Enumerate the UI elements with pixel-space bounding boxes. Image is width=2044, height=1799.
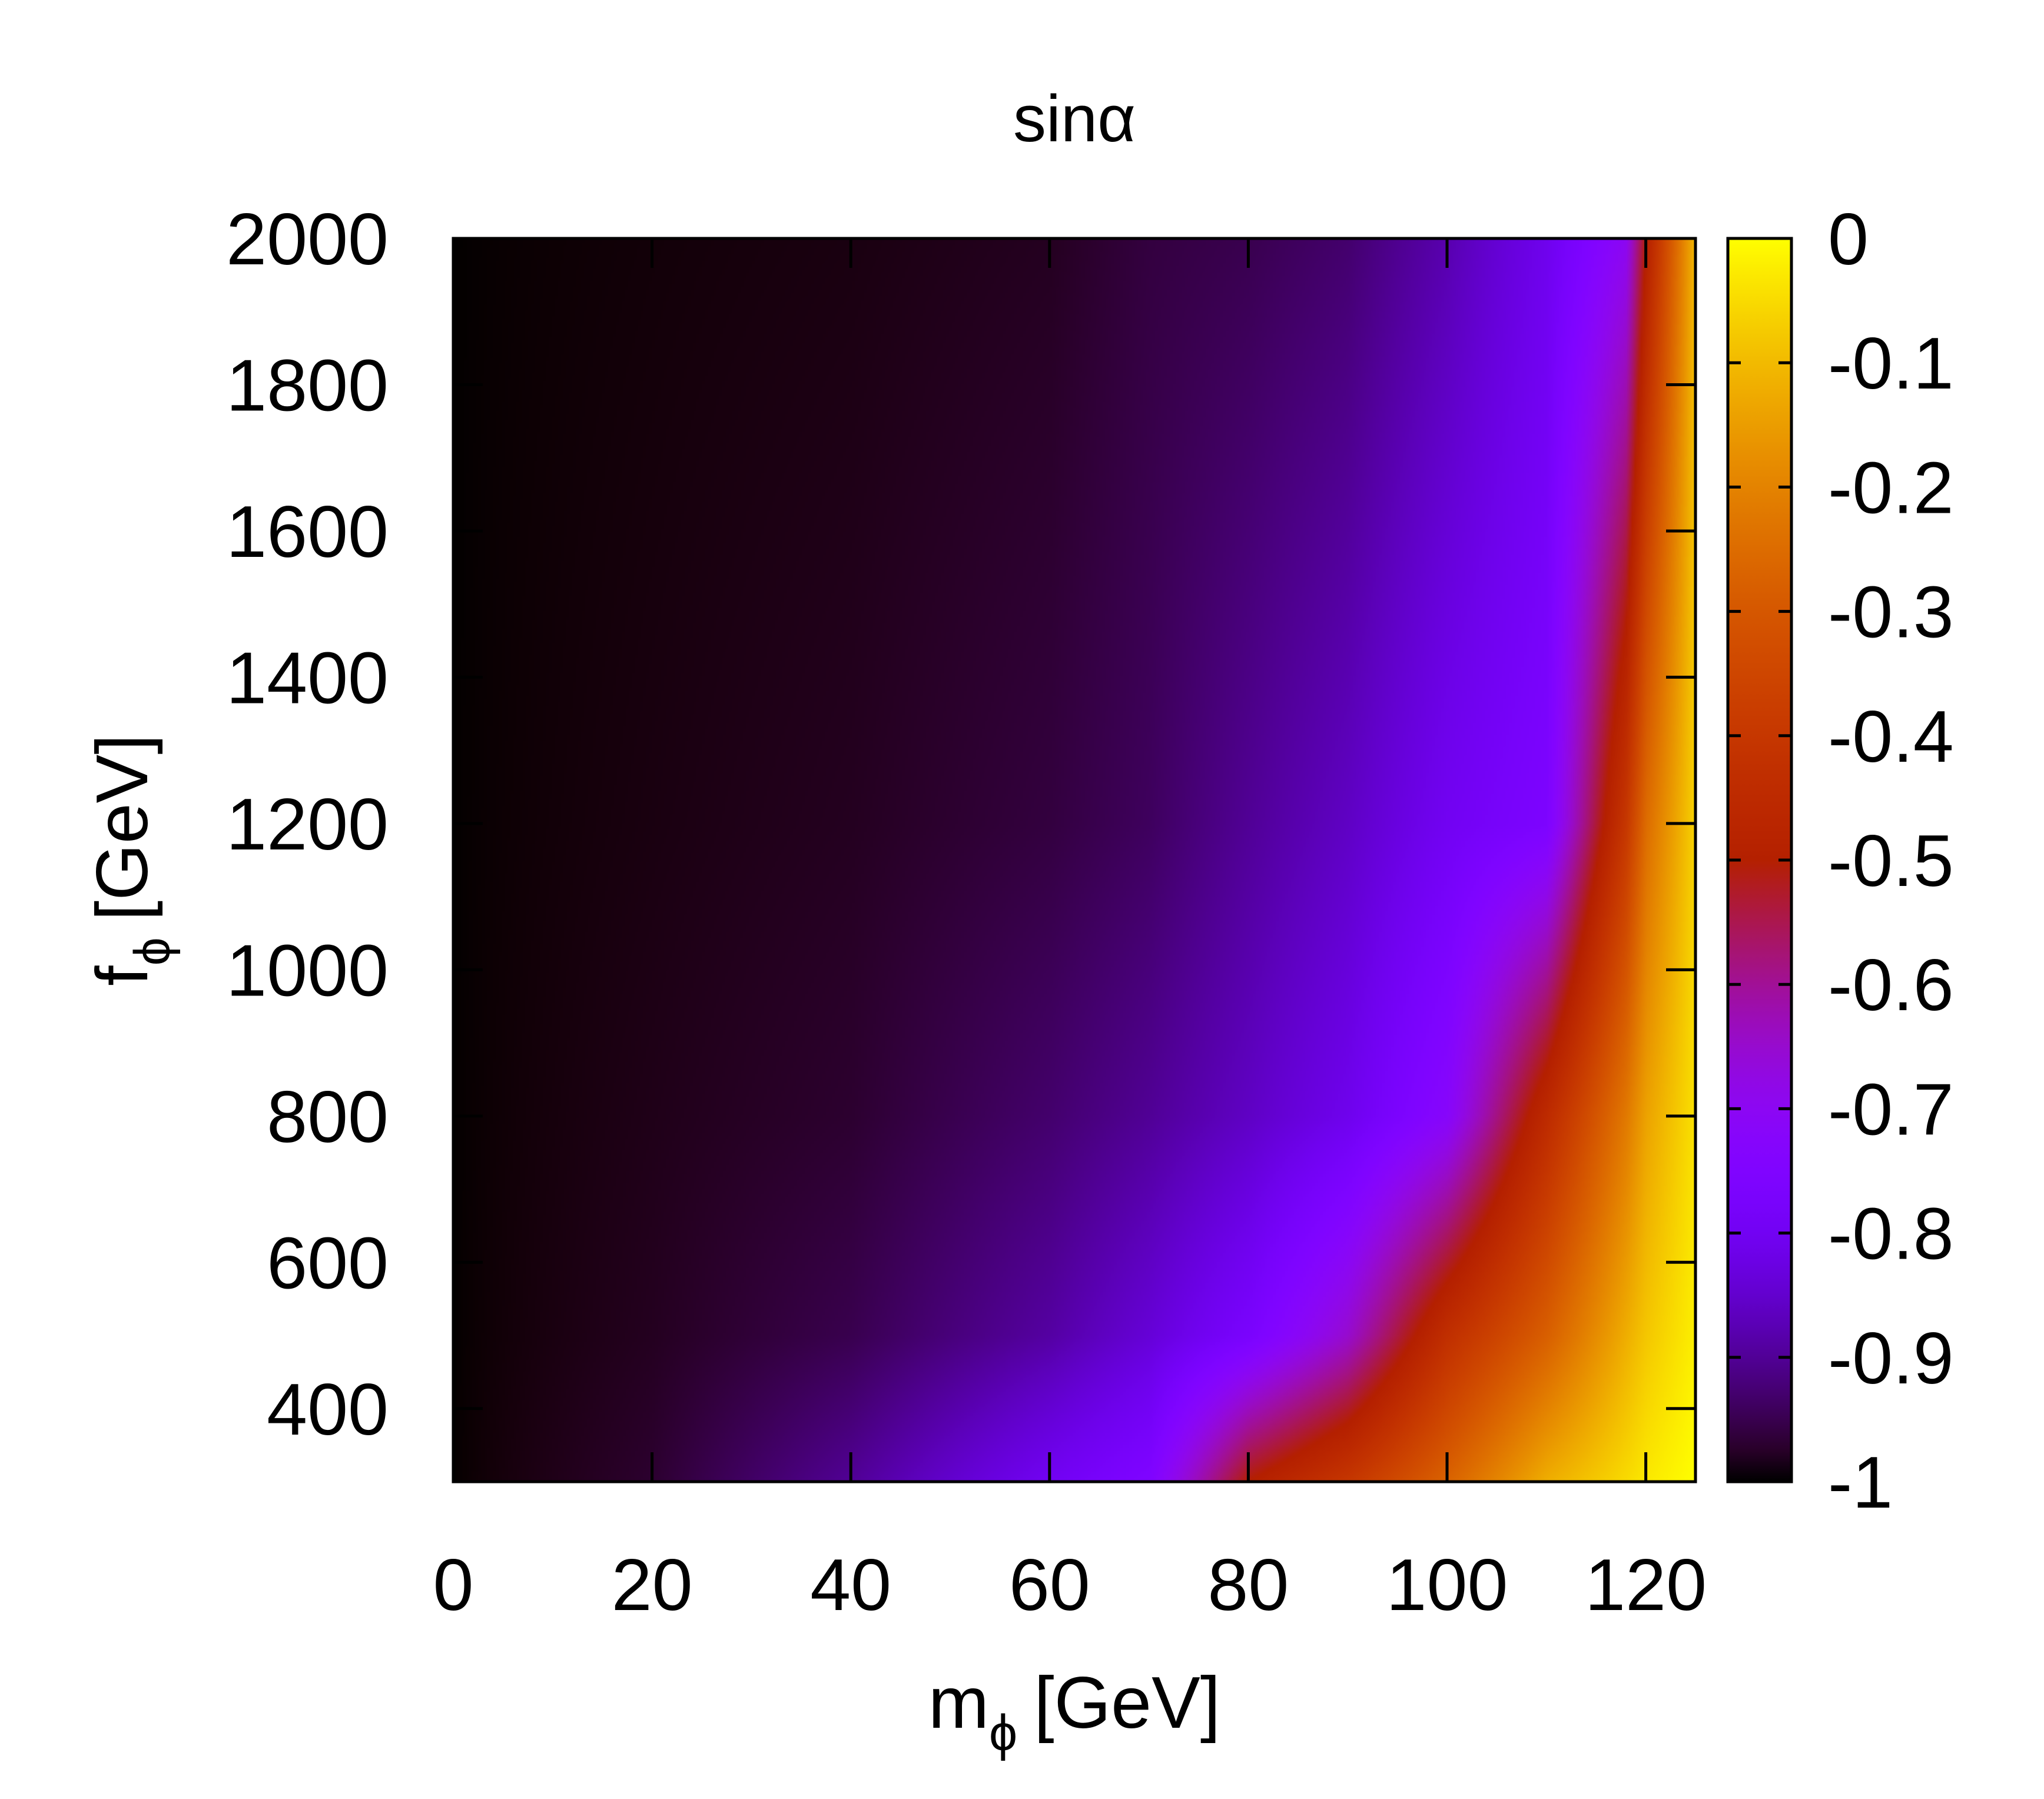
colorbar-tick-label: 0 [1828, 199, 1869, 280]
colorbar-tick-label: -0.5 [1828, 821, 1954, 902]
colorbar-tick-label: -1 [1828, 1442, 1893, 1523]
x-axis-label-main: m [928, 1662, 989, 1744]
plot-frame [452, 237, 1697, 1483]
colorbar: 0 -0.1 -0.2 -0.3 -0.4 -0.5 -0.6 -0.7 -0.8 -0.9 -1 [1726, 199, 1954, 1523]
colorbar-tick-label: -0.6 [1828, 945, 1954, 1026]
y-tick-label: 1600 [226, 492, 389, 573]
x-tick-label: 0 [433, 1545, 474, 1626]
y-tick-label: 1000 [226, 930, 389, 1011]
heatmap [453, 238, 1695, 1482]
y-tick-label: 600 [267, 1223, 389, 1304]
colorbar-tick-label: -0.7 [1828, 1069, 1954, 1150]
y-tick-label: 1200 [226, 784, 389, 865]
x-tick-label: 20 [612, 1545, 693, 1626]
x-tick-label: 100 [1386, 1545, 1508, 1626]
x-tick-label: 120 [1585, 1545, 1707, 1626]
x-axis-label-subscript: ϕ [989, 1705, 1017, 1761]
colorbar-tick-label: -0.1 [1828, 323, 1954, 404]
y-axis-label-unit: [GeV] [82, 734, 163, 921]
colorbar-ticks: 0 -0.1 -0.2 -0.3 -0.4 -0.5 -0.6 -0.7 -0.8 -0.9 -1 [1728, 199, 1954, 1523]
y-tick-label: 1800 [226, 345, 389, 426]
y-axis-label-subscript: ϕ [124, 937, 181, 965]
colorbar-tick-label: -0.2 [1828, 447, 1954, 529]
colorbar-tick-label: -0.9 [1828, 1318, 1954, 1399]
colorbar-tick-label: -0.4 [1828, 696, 1954, 778]
colorbar-frame [1726, 237, 1793, 1483]
x-axis-label: mϕ [GeV] [928, 1662, 1221, 1761]
y-axis: 400 600 800 1000 1200 1400 1600 1800 2000 [226, 199, 1695, 1451]
y-tick-label: 1400 [226, 638, 389, 719]
y-tick-label: 800 [267, 1077, 389, 1158]
y-axis-label: fϕ [GeV] [82, 734, 181, 986]
y-tick-label: 400 [267, 1369, 389, 1451]
x-axis: 0 20 40 60 80 100 120 [433, 238, 1707, 1626]
x-tick-label: 40 [810, 1545, 891, 1626]
colorbar-tick-label: -0.8 [1828, 1194, 1954, 1275]
heatmap-image [453, 238, 1695, 1482]
x-tick-label: 60 [1009, 1545, 1090, 1626]
y-axis-label-main: f [82, 965, 163, 986]
chart-title: sinα [1013, 82, 1136, 155]
y-tick-label: 2000 [226, 199, 389, 280]
x-tick-label: 80 [1207, 1545, 1289, 1626]
x-axis-label-unit: [GeV] [1034, 1662, 1220, 1744]
colorbar-tick-label: -0.3 [1828, 572, 1954, 653]
